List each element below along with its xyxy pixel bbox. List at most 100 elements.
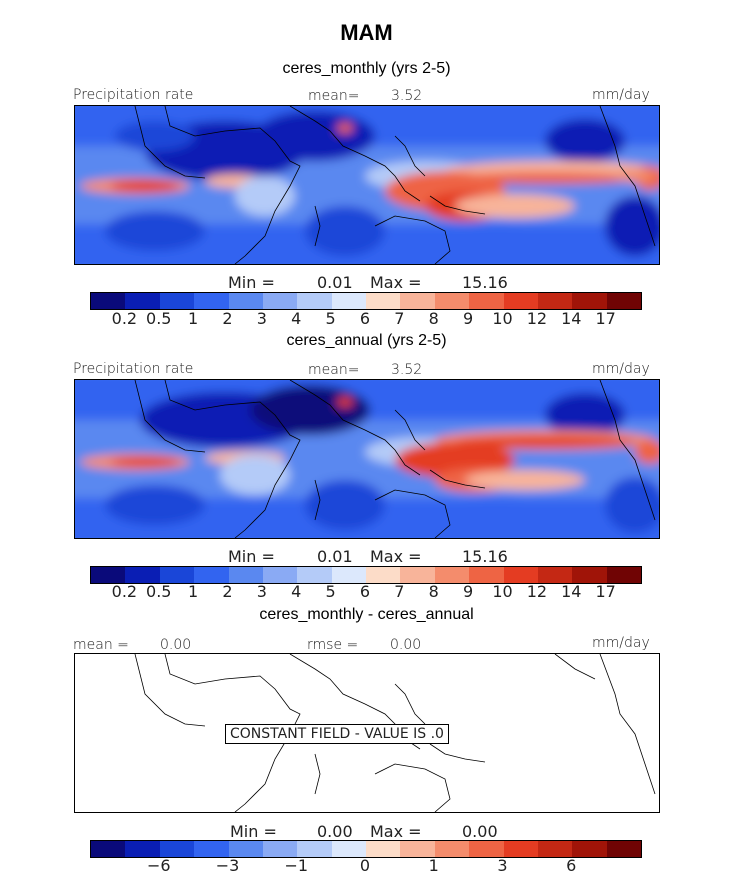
colorbar-segment xyxy=(606,567,641,583)
colorbar-tick-label: 14 xyxy=(561,582,582,601)
panel-2-variable-label: Precipitation rate xyxy=(73,361,194,377)
colorbar-tick-label: −1 xyxy=(284,856,309,875)
panel-1-max-value: 15.16 xyxy=(462,273,508,292)
colorbar-tick-label: 9 xyxy=(463,309,474,328)
colorbar-segment xyxy=(366,293,401,309)
colorbar-segment xyxy=(400,841,435,857)
colorbar-segment xyxy=(537,567,573,583)
colorbar-segment xyxy=(91,567,126,583)
panel-2-min-value: 0.01 xyxy=(317,547,353,566)
colorbar-segment xyxy=(503,567,538,583)
colorbar-tick-label: 12 xyxy=(526,309,548,328)
panel-3-max-label: Max = xyxy=(370,822,422,841)
colorbar-segment xyxy=(400,567,435,583)
panel-1-mean-value: 3.52 xyxy=(391,88,423,104)
colorbar-segment xyxy=(331,293,366,309)
colorbar-segment xyxy=(469,293,504,309)
panel-2-units: mm/day xyxy=(592,361,650,377)
colorbar-tick-label: 3 xyxy=(497,856,508,875)
panel-2-mean-value: 3.52 xyxy=(391,362,423,378)
colorbar-segment xyxy=(606,293,641,309)
colorbar-segment xyxy=(194,841,229,857)
panel-3-coastlines xyxy=(134,654,656,812)
colorbar-tick-label: 3 xyxy=(256,582,267,601)
colorbar-tick-label: 4 xyxy=(291,582,302,601)
colorbar-segment xyxy=(331,567,366,583)
colorbar-tick-label: 1 xyxy=(188,309,199,328)
colorbar-tick-label: 0.5 xyxy=(146,309,172,328)
colorbar-tick-label: 6 xyxy=(359,582,371,601)
colorbar-tick-label: 6 xyxy=(359,309,371,328)
colorbar-segment xyxy=(469,841,504,857)
colorbar-tick-label: 2 xyxy=(222,582,233,601)
panel-1-max-label: Max = xyxy=(370,273,422,292)
panel-1-units: mm/day xyxy=(592,87,650,103)
colorbar-segment xyxy=(434,293,470,309)
colorbar-segment xyxy=(503,841,538,857)
colorbar-segment xyxy=(228,567,263,583)
colorbar-segment xyxy=(434,567,470,583)
colorbar-tick-label: 10 xyxy=(492,309,513,328)
colorbar-segment xyxy=(125,841,160,857)
colorbar-tick-label: 17 xyxy=(595,309,616,328)
panel-2-precip-field xyxy=(75,380,659,538)
panel-3-colorbar-ticks: −6 −3 −1 0 1 3 6 xyxy=(90,856,642,876)
panel-3-max-value: 0.00 xyxy=(462,822,498,841)
colorbar-tick-label: 5 xyxy=(325,582,336,601)
panel-3-constant-field-note: CONSTANT FIELD - VALUE IS .0 xyxy=(225,724,449,744)
colorbar-segment xyxy=(159,567,195,583)
colorbar-segment xyxy=(194,567,229,583)
panel-1-precip-field xyxy=(75,106,659,264)
panel-3-rmse-label: rmse = xyxy=(307,637,359,653)
colorbar-tick-label: 0 xyxy=(359,856,371,875)
panel-1-subtitle: ceres_monthly (yrs 2-5) xyxy=(282,60,451,77)
colorbar-segment xyxy=(572,293,607,309)
colorbar-tick-label: 1 xyxy=(428,856,439,875)
panel-1-min-label: Min = xyxy=(228,273,275,292)
panel-2-min-label: Min = xyxy=(228,547,275,566)
colorbar-segment xyxy=(366,567,401,583)
panel-3-subtitle: ceres_monthly - ceres_annual xyxy=(259,606,474,623)
colorbar-segment xyxy=(331,841,366,857)
colorbar-tick-label: 14 xyxy=(561,309,582,328)
colorbar-tick-label: 7 xyxy=(394,309,405,328)
colorbar-segment xyxy=(125,567,160,583)
panel-3-min-value: 0.00 xyxy=(317,822,353,841)
colorbar-segment xyxy=(91,293,126,309)
panel-2-map xyxy=(74,379,660,539)
colorbar-segment xyxy=(228,293,263,309)
panel-3-rmse-value: 0.00 xyxy=(390,637,422,653)
panel-1-coastlines xyxy=(134,106,656,264)
panel-1-colorbar xyxy=(90,292,642,310)
colorbar-tick-label: 1 xyxy=(188,582,199,601)
panel-3-min-label: Min = xyxy=(230,822,277,841)
colorbar-tick-label: 9 xyxy=(463,582,474,601)
colorbar-tick-label: 0.2 xyxy=(111,309,138,328)
colorbar-segment xyxy=(366,841,401,857)
panel-2-colorbar-ticks: 0.2 0.5 1 2 3 4 5 6 7 8 9 10 12 14 17 xyxy=(90,582,642,602)
panel-2-colorbar xyxy=(90,566,642,584)
colorbar-segment xyxy=(297,567,332,583)
panel-3-colorbar xyxy=(90,840,642,858)
panel-1-map xyxy=(74,105,660,265)
colorbar-segment xyxy=(434,841,470,857)
colorbar-segment xyxy=(537,293,573,309)
colorbar-segment xyxy=(297,293,332,309)
colorbar-segment xyxy=(159,841,195,857)
colorbar-segment xyxy=(159,293,195,309)
colorbar-segment xyxy=(572,841,607,857)
colorbar-tick-label: 10 xyxy=(492,582,513,601)
panel-2-mean-label: mean= xyxy=(308,362,360,378)
colorbar-segment xyxy=(228,841,263,857)
colorbar-segment xyxy=(297,841,332,857)
panel-1-variable-label: Precipitation rate xyxy=(73,87,194,103)
colorbar-tick-label: 8 xyxy=(428,582,439,601)
figure-title: MAM xyxy=(340,20,393,45)
colorbar-tick-label: 0.5 xyxy=(146,582,172,601)
panel-2-max-value: 15.16 xyxy=(462,547,508,566)
colorbar-segment xyxy=(91,841,126,857)
panel-3-diff-field xyxy=(134,654,656,812)
colorbar-tick-label: 7 xyxy=(394,582,405,601)
colorbar-segment xyxy=(262,841,298,857)
colorbar-segment xyxy=(400,293,435,309)
